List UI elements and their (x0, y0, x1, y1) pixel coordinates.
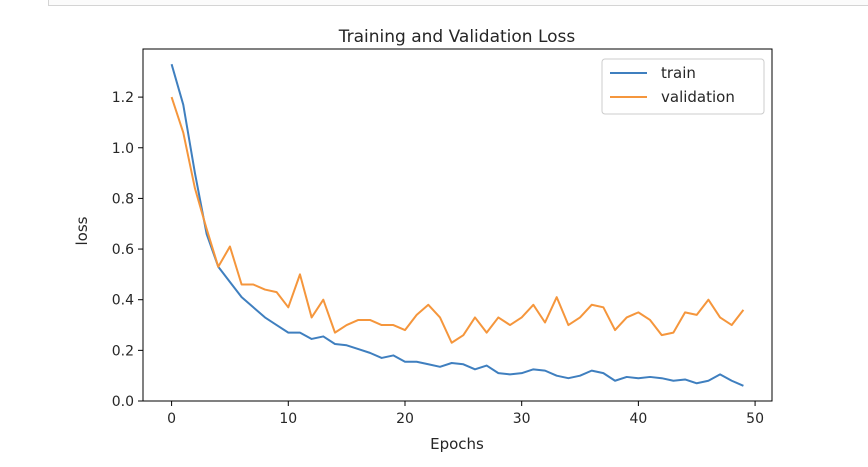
plot-lines (170, 63, 745, 387)
x-axis-label: Epochs (430, 435, 484, 453)
series-line-validation (170, 96, 745, 344)
x-tick-label: 40 (629, 411, 647, 427)
x-tick-label: 30 (513, 411, 531, 427)
legend: train validation (601, 58, 765, 115)
y-axis-label: loss (73, 216, 91, 245)
y-tick-label: 0.0 (112, 394, 134, 410)
legend-train-label: train (661, 64, 696, 82)
y-tick-label: 1.2 (112, 90, 134, 106)
chart-title: Training and Validation Loss (338, 27, 576, 47)
y-tick-label: 0.4 (112, 293, 134, 309)
x-tick-label: 50 (746, 411, 764, 427)
y-tick-label: 1.0 (112, 141, 134, 157)
y-tick-label: 0.6 (112, 242, 134, 258)
y-tick-label: 0.2 (112, 343, 134, 359)
x-axis-ticks: 0 10 20 30 40 50 (167, 401, 764, 427)
series-line-train (170, 63, 744, 387)
top-window-strip (48, 0, 868, 6)
x-tick-label: 20 (396, 411, 414, 427)
plot-frame (142, 48, 773, 402)
x-tick-label: 0 (167, 411, 176, 427)
y-tick-label: 0.8 (112, 191, 134, 207)
y-axis-ticks: 0.0 0.2 0.4 0.6 0.8 1.0 1.2 (112, 90, 143, 410)
x-tick-label: 10 (279, 411, 297, 427)
legend-validation-label: validation (661, 88, 735, 106)
